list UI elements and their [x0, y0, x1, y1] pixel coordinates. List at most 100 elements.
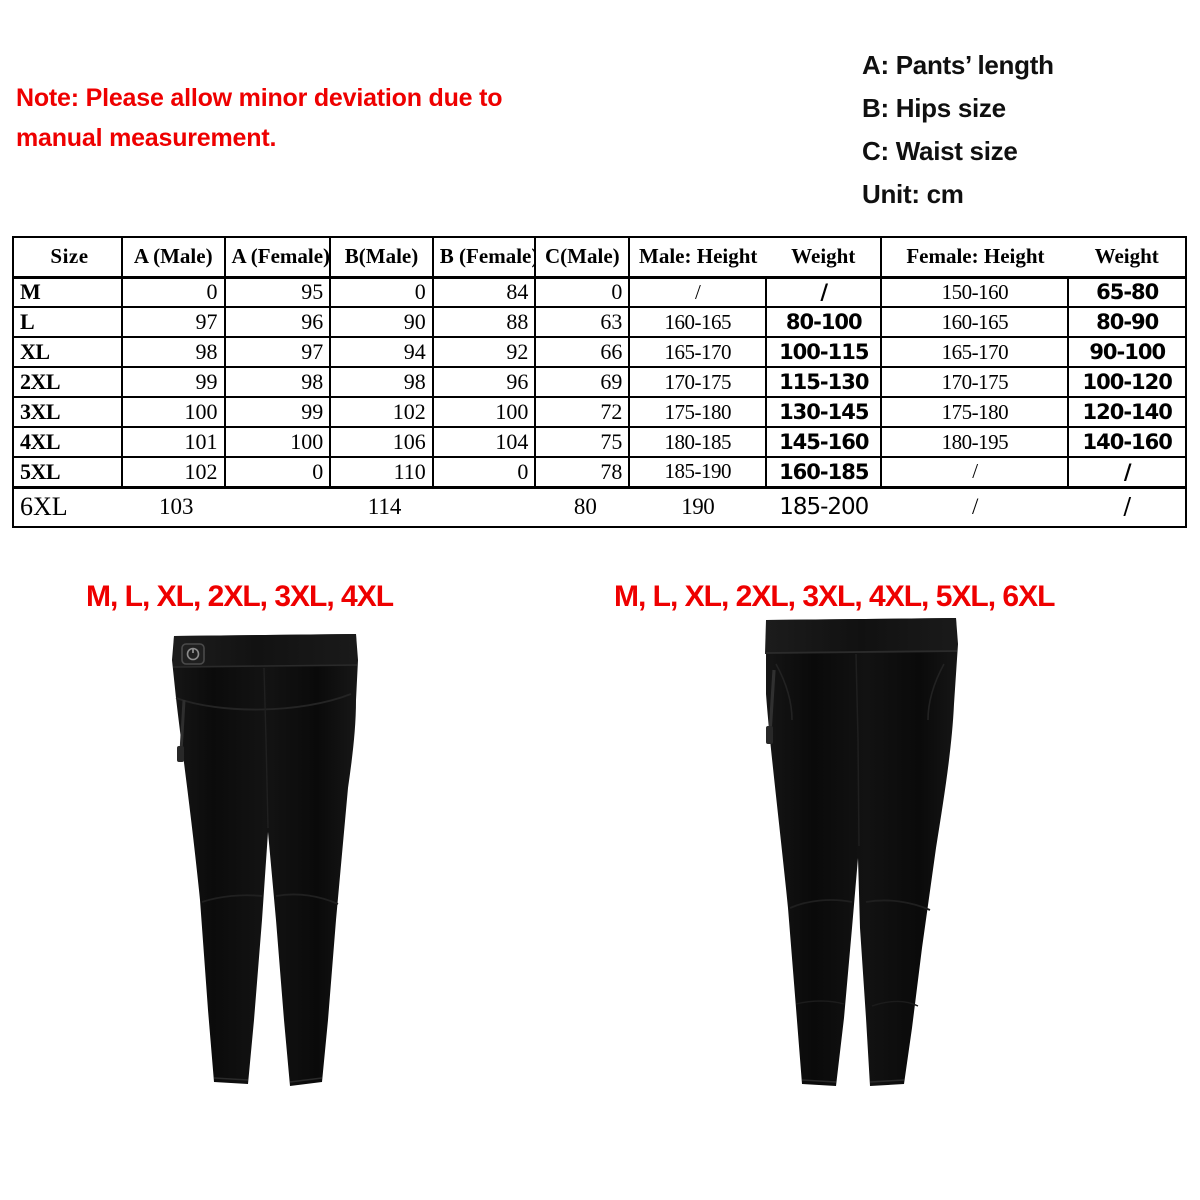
header-male-weight: Weight: [766, 236, 883, 279]
cell-female_weight: 120-140: [1067, 396, 1187, 428]
cell-a_female: 99: [223, 396, 332, 428]
cell-size: XL: [12, 336, 123, 368]
cell-a_male: 99: [120, 366, 226, 398]
cell-male_height: 170-175: [628, 366, 768, 398]
header-size: Size: [12, 236, 123, 279]
cell-male_weight: 160-185: [765, 456, 883, 488]
cell-a_female: 0: [223, 456, 332, 488]
waistband-seam: [172, 664, 358, 668]
cell-a_female: 100: [223, 426, 332, 458]
power-button-badge: [181, 643, 205, 665]
cell-last-female_weight: /: [1068, 485, 1187, 528]
male-heated-pants-image: [764, 618, 958, 1086]
female-pants-left-hem: [213, 1077, 249, 1081]
male-pants-right-hem: [869, 1079, 905, 1083]
header-a-female: A (Female): [223, 236, 332, 279]
male-pants-left-pocket-seam: [775, 663, 793, 721]
cell-b_male: 102: [329, 396, 434, 428]
header-b-female: B (Female): [431, 236, 537, 279]
male-pants-zip-pocket: [768, 669, 776, 735]
table-row: M 0 95 0 84 0//150-160 65-80: [12, 276, 1187, 308]
cell-female_height: 180-195: [880, 426, 1070, 458]
cell-a_female: 98: [223, 366, 332, 398]
cell-last-female_height: /: [881, 485, 1069, 528]
female-pants-right-knee-seam: [275, 893, 339, 905]
female-pants-size-caption: M, L, XL, 2XL, 3XL, 4XL: [86, 580, 394, 613]
header-b-male: B(Male): [329, 236, 434, 279]
male-pants-right-pocket-seam: [927, 663, 945, 721]
cell-b_female: 84: [431, 276, 537, 308]
header-male-height: Male: Height: [628, 236, 767, 279]
cell-a_male: 98: [120, 336, 226, 368]
cell-b_male: 110: [329, 456, 434, 488]
cell-size: 4XL: [12, 426, 123, 458]
cell-last-male_weight: 185-200: [766, 485, 882, 528]
cell-c_male: 78: [534, 456, 631, 488]
cell-last-b_male: 114: [330, 485, 433, 528]
cell-male_height: 160-165: [628, 306, 768, 338]
cell-a_male: 102: [120, 456, 226, 488]
male-pants-left-hem: [801, 1079, 837, 1083]
cell-a_female: 95: [223, 276, 332, 308]
cell-female_height: 170-175: [880, 366, 1070, 398]
cell-male_height: 165-170: [628, 336, 768, 368]
zipper-pull-icon: [177, 746, 184, 762]
cell-male_weight: 130-145: [765, 396, 883, 428]
header-a-male: A (Male): [120, 236, 226, 279]
cell-female_weight: 80-90: [1067, 306, 1187, 338]
measurement-note-line-2: manual measurement.: [16, 124, 277, 152]
cell-male_height: 180-185: [628, 426, 768, 458]
cell-male_weight: /: [765, 276, 883, 308]
cell-b_female: 100: [431, 396, 537, 428]
header-female-height: Female: Height: [880, 236, 1069, 279]
cell-female_weight: 65-80: [1067, 276, 1187, 308]
cell-female_height: 150-160: [880, 276, 1070, 308]
table-row: 4XL 101 100 106 104 75 180-185 145-160 180-195 14…: [12, 426, 1187, 458]
female-pants-zip-pocket: [179, 699, 186, 753]
cell-female_weight: /: [1067, 456, 1187, 488]
cell-size: 2XL: [12, 366, 123, 398]
male-waistband-seam: [764, 650, 958, 654]
legend-b-hips-size: B: Hips size: [862, 93, 1006, 123]
cell-b_female: 88: [431, 306, 537, 338]
cell-b_male: 106: [329, 426, 434, 458]
measurement-note: Note: Please allow minor deviation due t…: [16, 78, 616, 158]
cell-size: L: [12, 306, 123, 338]
legend-c-waist-size: C: Waist size: [862, 136, 1018, 166]
cell-male_height: /: [628, 276, 768, 308]
cell-c_male: 0: [534, 276, 631, 308]
cell-female_weight: 100-120: [1067, 366, 1187, 398]
table-row: XL 98 97 94 92 66 165-170 100-115 165-170 90-100: [12, 336, 1187, 368]
cell-b_male: 98: [329, 366, 434, 398]
table-header-row: Size A (Male) A (Female) B(Male) B (Fema…: [12, 236, 1187, 279]
cell-last-b_female: [432, 485, 536, 528]
cell-female_height: 160-165: [880, 306, 1070, 338]
cell-a_male: 0: [120, 276, 226, 308]
size-chart-table: Size A (Male) A (Female) B(Male) B (Fema…: [12, 236, 1187, 528]
cell-c_male: 75: [534, 426, 631, 458]
female-pants-waistband: [173, 634, 357, 668]
header-female-weight: Weight: [1068, 236, 1187, 279]
size-chart-table-container: Size A (Male) A (Female) B(Male) B (Fema…: [12, 236, 1187, 528]
cell-a_female: 96: [223, 306, 332, 338]
male-pants-right-calf-seam: [871, 1000, 919, 1007]
cell-male_height: 185-190: [628, 456, 768, 488]
male-pants-center-seam: [855, 653, 860, 847]
cell-b_female: 96: [431, 366, 537, 398]
female-pants-yoke-seam: [175, 693, 352, 711]
male-zipper-pull-icon: [766, 726, 773, 744]
male-pants-left-knee-seam: [789, 899, 853, 909]
cell-last-size: 6XL: [12, 485, 122, 528]
legend-unit: Unit: cm: [862, 179, 964, 209]
cell-female_weight: 90-100: [1067, 336, 1187, 368]
male-pants-body: [766, 618, 958, 1086]
cell-size: M: [12, 276, 123, 308]
measurement-legend: A: Pants’ length B: Hips size C: Waist s…: [862, 44, 1054, 216]
cell-c_male: 66: [534, 336, 631, 368]
cell-male_weight: 145-160: [765, 426, 883, 458]
measurement-note-line-1: Note: Please allow minor deviation due t…: [16, 84, 503, 112]
cell-a_male: 101: [120, 426, 226, 458]
cell-size: 5XL: [12, 456, 123, 488]
female-pants-body: [172, 634, 358, 1086]
cell-b_male: 90: [329, 306, 434, 338]
